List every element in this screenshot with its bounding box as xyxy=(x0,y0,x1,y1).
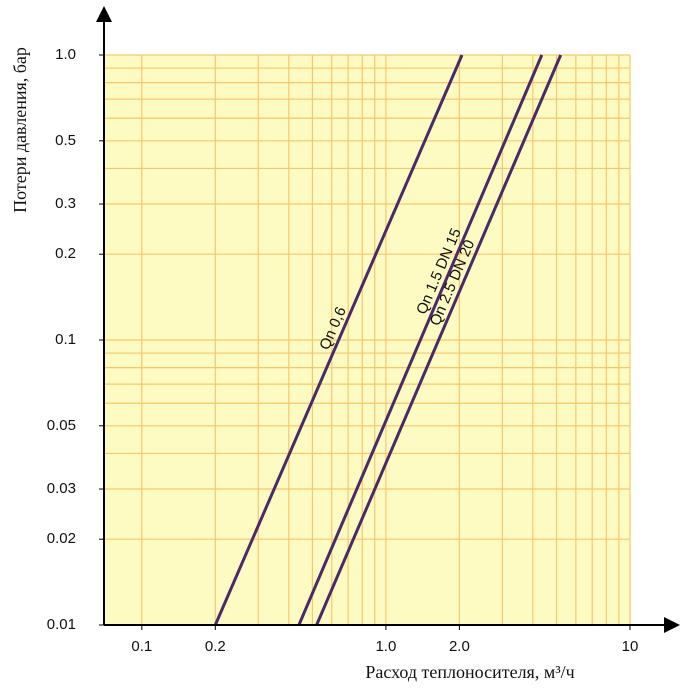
y-tick-label: 0.01 xyxy=(47,616,76,633)
x-axis-label: Расход теплоносителя, м³/ч xyxy=(365,662,574,682)
x-tick-label: 2.0 xyxy=(449,638,470,655)
y-tick-label: 0.02 xyxy=(47,530,76,547)
y-tick-label: 0.03 xyxy=(47,480,76,497)
data-line xyxy=(297,54,544,626)
x-tick-label: 0.2 xyxy=(205,638,226,655)
y-tick-label: 1.0 xyxy=(55,46,76,63)
y-tick-label: 0.1 xyxy=(55,331,76,348)
y-tick-label: 0.3 xyxy=(55,195,76,212)
data-line xyxy=(213,54,464,626)
data-line xyxy=(315,54,563,626)
x-tick-label: 10 xyxy=(622,638,639,655)
x-tick-label: 0.1 xyxy=(131,638,152,655)
x-tick-label: 1.0 xyxy=(375,638,396,655)
y-tick-label: 0.5 xyxy=(55,132,76,149)
y-tick-label: 0.05 xyxy=(47,417,76,434)
y-tick-label: 0.2 xyxy=(55,245,76,262)
y-axis-label: Потери давления, бар xyxy=(10,47,30,213)
